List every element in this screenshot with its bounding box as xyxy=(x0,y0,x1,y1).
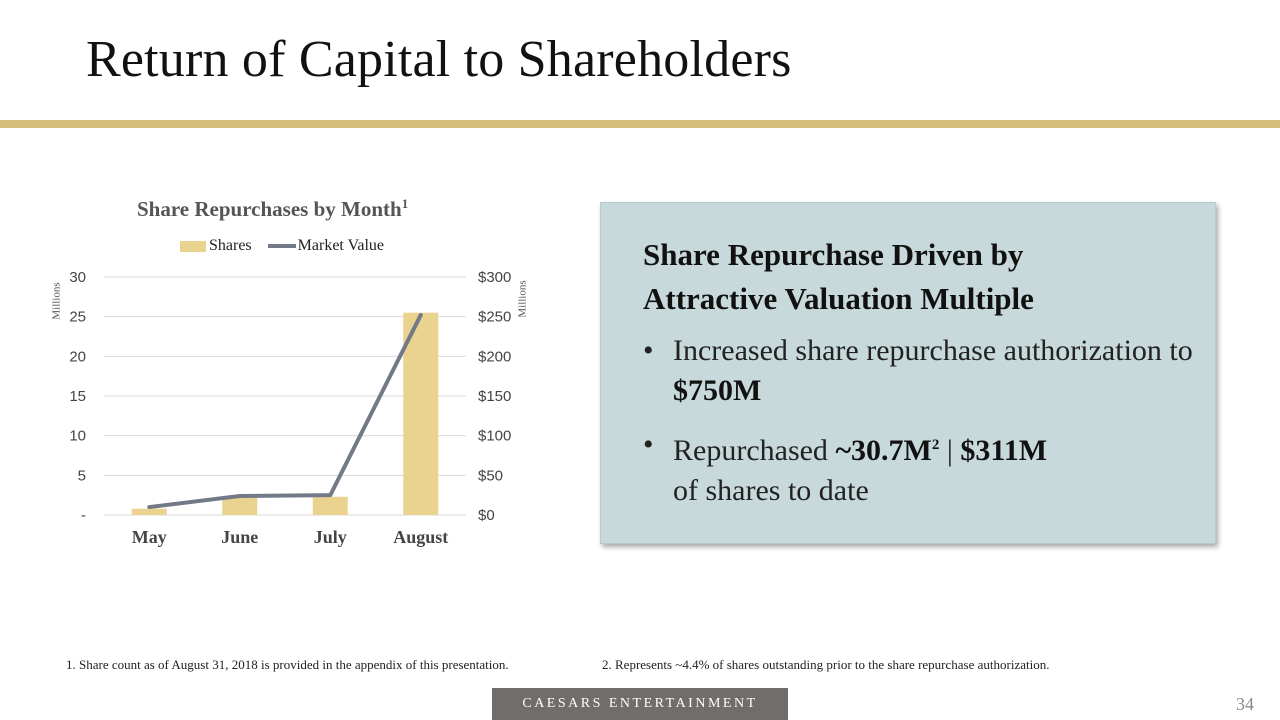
bar-shares-august xyxy=(403,312,439,515)
x-axis-category-label: May xyxy=(132,527,167,547)
page-title: Return of Capital to Shareholders xyxy=(86,31,792,88)
right-axis-tick-label: $50 xyxy=(478,467,503,484)
left-axis-tick-label: 25 xyxy=(69,309,86,326)
footnote-1: 1. Share count as of August 31, 2018 is … xyxy=(66,657,509,672)
left-axis-tick-label: 5 xyxy=(78,467,86,484)
legend-label-market-value: Market Value xyxy=(297,237,384,254)
bar-shares-may xyxy=(131,508,167,515)
highlight-panel: Share Repurchase Driven by Attractive Va… xyxy=(600,202,1216,544)
right-axis-tick-label: $100 xyxy=(478,428,511,445)
x-axis-category-label: August xyxy=(393,527,448,547)
shares-repurchased: ~30.7M2 xyxy=(835,434,940,467)
bullet-repurchased: • Repurchased ~30.7M2 | $311M of shares t… xyxy=(643,425,1203,511)
right-axis-tick-label: $0 xyxy=(478,507,495,524)
share-repurchase-chart: - 5 10 15 20 25 30 $0 $50 $100 $150 $200 $250 $300 May… xyxy=(69,269,511,547)
page-number: 34 xyxy=(1236,694,1254,714)
bullet-marker: • xyxy=(643,428,654,461)
chart-title: Share Repurchases by Month1 xyxy=(137,196,409,221)
market-value-line xyxy=(147,313,423,510)
authorization-amount: $750M xyxy=(673,374,762,407)
left-axis-tick-label: 15 xyxy=(69,388,86,405)
right-axis-tick-label: $200 xyxy=(478,348,511,365)
left-axis-tick-label: - xyxy=(81,507,86,524)
x-axis-category-label: July xyxy=(314,527,347,547)
legend-swatch-shares xyxy=(180,240,206,252)
chart-title-footnote-marker: 1 xyxy=(401,196,409,211)
right-axis-tick-label: $150 xyxy=(478,388,511,405)
left-axis-tick-label: 30 xyxy=(69,269,86,286)
footnote-2: 2. Represents ~4.4% of shares outstandin… xyxy=(602,657,1050,672)
panel-heading: Share Repurchase Driven by Attractive Va… xyxy=(643,237,1034,316)
bullet-authorization: • Increased share repurchase authorizati… xyxy=(643,331,1203,411)
legend-label-shares: Shares xyxy=(209,237,252,254)
x-axis-category-label: June xyxy=(221,527,258,547)
chart-legend: Shares Market Value xyxy=(180,237,384,255)
legend-swatch-market-value xyxy=(267,244,296,248)
right-axis-tick-label: $250 xyxy=(478,309,511,326)
right-axis-tick-label: $300 xyxy=(478,269,511,286)
title-divider xyxy=(0,120,1280,128)
bar-shares-june xyxy=(222,497,258,515)
brand-footer: CAESARS ENTERTAINMENT xyxy=(492,688,788,720)
panel-bullet-list: • Increased share repurchase authorizati… xyxy=(643,331,1203,525)
left-axis-tick-label: 20 xyxy=(69,348,86,365)
bar-shares-july xyxy=(312,496,348,515)
bullet-marker: • xyxy=(643,334,654,367)
value-repurchased: $311M xyxy=(960,434,1048,467)
left-axis-tick-label: 10 xyxy=(69,428,86,445)
